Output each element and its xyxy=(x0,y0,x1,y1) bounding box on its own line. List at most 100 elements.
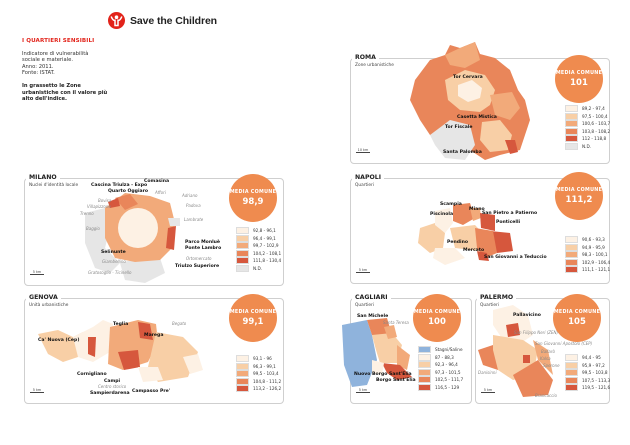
milano-south-nd xyxy=(120,258,165,283)
city-title: PALERMO xyxy=(477,294,517,301)
roma-east xyxy=(490,92,520,120)
napoli-mercato xyxy=(477,251,489,261)
napoli-scampia xyxy=(453,203,475,225)
legend-cagliari: Stagni/Saline 87 - 88,3 92,3 - 96,4 97,3… xyxy=(418,346,463,391)
map-label-giambellino: Giambellino xyxy=(102,259,126,264)
legend-item: 99,7 - 102,9 xyxy=(236,242,281,250)
legend-label: 104,8 - 111,2 xyxy=(253,378,282,384)
map-label-ca-nuova: Ca' Nuova (Cep) xyxy=(38,338,80,343)
legend-swatch xyxy=(236,242,249,250)
legend-swatch xyxy=(236,264,249,272)
roma-south-nd xyxy=(430,120,475,160)
map-label-trenno: Trenno xyxy=(80,211,94,216)
map-label-san-giovanni-teduccio: San Giovanni a Teduccio xyxy=(484,255,547,260)
legend-swatch xyxy=(418,383,431,391)
legend-item: 97,5 - 100,4 xyxy=(565,112,610,121)
legend-label: 103,8 - 108,2 xyxy=(582,128,611,134)
scale-bar: 5 km xyxy=(356,388,370,393)
map-genova xyxy=(38,320,203,382)
intro-block: I QUARTIERI SENSIBILI Indicatore di vuln… xyxy=(22,38,117,103)
map-label-pendino: Pendino xyxy=(447,240,469,245)
brand-logo: Save the Children xyxy=(108,12,217,29)
palermo-south xyxy=(513,360,553,397)
desc-line: Indicatore di vulnerabilità xyxy=(22,50,89,57)
map-label-tor-fiscale: Tor Fiscale xyxy=(445,125,473,130)
legend-swatch xyxy=(236,385,249,393)
cagliari-center xyxy=(372,333,402,363)
legend-label: 104,2 - 108,1 xyxy=(253,250,282,256)
legend-swatch xyxy=(236,249,249,257)
legend-label: 97,3 - 101,5 xyxy=(435,369,461,375)
badge-value: 99,1 xyxy=(242,316,264,327)
media-comune-badge: MEDIA COMUNE 105 xyxy=(553,294,601,342)
scale-label: 5 km xyxy=(481,388,495,393)
legend-label: 96,3 - 99,1 xyxy=(253,363,276,369)
badge-label: MEDIA COMUNE xyxy=(229,309,277,315)
genova-west xyxy=(38,330,83,362)
legend-swatch xyxy=(565,361,578,369)
legend-item: 98,3 - 100,1 xyxy=(565,251,610,259)
map-label-quarto-oggiaro: Quarto Oggiaro xyxy=(108,189,149,194)
legend-item: 104,2 - 108,1 xyxy=(236,249,282,258)
media-comune-badge: MEDIA COMUNE 98,9 xyxy=(229,174,277,222)
milano-east-nd xyxy=(168,218,180,226)
legend-label: 99,5 - 103,4 xyxy=(253,371,279,377)
legend-label: 95,9 - 97,2 xyxy=(582,362,605,368)
legend-label: 96,4 - 99,1 xyxy=(253,235,276,241)
napoli-miano xyxy=(470,208,481,221)
map-label-selinunte: Selinunte xyxy=(101,250,126,255)
legend-label: 94,4 - 95 xyxy=(582,355,601,361)
legend-item: 99,5 - 103,8 xyxy=(565,369,610,377)
city-subtitle: Quartieri xyxy=(355,183,374,188)
badge-value: 100 xyxy=(428,316,446,327)
save-the-children-figure-icon xyxy=(108,12,125,29)
legend-item: 96,3 - 99,1 xyxy=(236,362,281,371)
legend-swatch xyxy=(565,142,578,150)
brand-name: Save the Children xyxy=(130,14,217,27)
desc-line: Fonte: ISTAT. xyxy=(22,70,55,77)
map-label-cascina-triulza: Cascina Triulza - Expo xyxy=(91,183,148,188)
legend-swatch xyxy=(418,376,431,384)
legend-label: 87 - 88,3 xyxy=(435,354,454,360)
legend-swatch xyxy=(236,362,249,370)
legend-label: 111,1 - 121,1 xyxy=(582,267,611,273)
legend-item: 100,6 - 103,7 xyxy=(565,120,610,128)
map-label-parco-monlue: Parco Monluè xyxy=(185,240,221,245)
map-label-affori: Affori xyxy=(155,190,166,195)
scale-bar: 5 km xyxy=(30,270,44,275)
legend-item: 87 - 88,3 xyxy=(418,353,463,362)
badge-label: MEDIA COMUNE xyxy=(555,70,603,76)
map-label-marega: Marega xyxy=(144,333,164,338)
cagliari-santa-teresa xyxy=(384,325,397,339)
media-comune-badge: MEDIA COMUNE 99,1 xyxy=(229,294,277,342)
panel-genova xyxy=(24,298,284,404)
media-comune-badge: MEDIA COMUNE 100 xyxy=(413,294,461,342)
legend-label: 99,5 - 103,8 xyxy=(582,370,608,376)
legend-item: 99,5 - 103,4 xyxy=(236,370,281,378)
map-label-gratosoglio: Gratosoglio - Ticinello xyxy=(88,270,132,275)
legend-swatch xyxy=(565,127,578,135)
map-label-villapizzone: Villapizzone xyxy=(87,204,111,209)
legend-swatch xyxy=(565,266,578,274)
roma-hot xyxy=(505,140,518,154)
map-label-padova: Padova xyxy=(186,203,201,208)
palermo-zen xyxy=(506,323,520,337)
legend-item: N.D. xyxy=(236,264,281,273)
roma-south-east xyxy=(480,120,512,152)
city-title: GENOVA xyxy=(26,294,61,301)
desc-line: sociale e materiale. xyxy=(22,57,73,64)
map-label-pallavicino: Pallavicino xyxy=(513,313,541,318)
legend-label: 113,2 - 126,2 xyxy=(253,386,282,392)
map-label-campi: Campi xyxy=(104,379,121,384)
legend-item: 92,8 - 96,1 xyxy=(236,227,281,235)
city-title: ROMA xyxy=(352,54,379,61)
legend-swatch xyxy=(565,120,578,128)
legend-palermo: 94,4 - 95 95,9 - 97,2 99,5 - 103,8 107,5… xyxy=(565,354,610,392)
legend-swatch xyxy=(565,258,578,266)
legend-item: 111,8 - 130,4 xyxy=(236,257,281,265)
city-title: NAPOLI xyxy=(352,174,385,181)
genova-campi xyxy=(118,350,140,370)
legend-item: 104,8 - 111,2 xyxy=(236,377,282,386)
panel-napoli xyxy=(350,178,610,284)
map-roma xyxy=(410,42,530,160)
